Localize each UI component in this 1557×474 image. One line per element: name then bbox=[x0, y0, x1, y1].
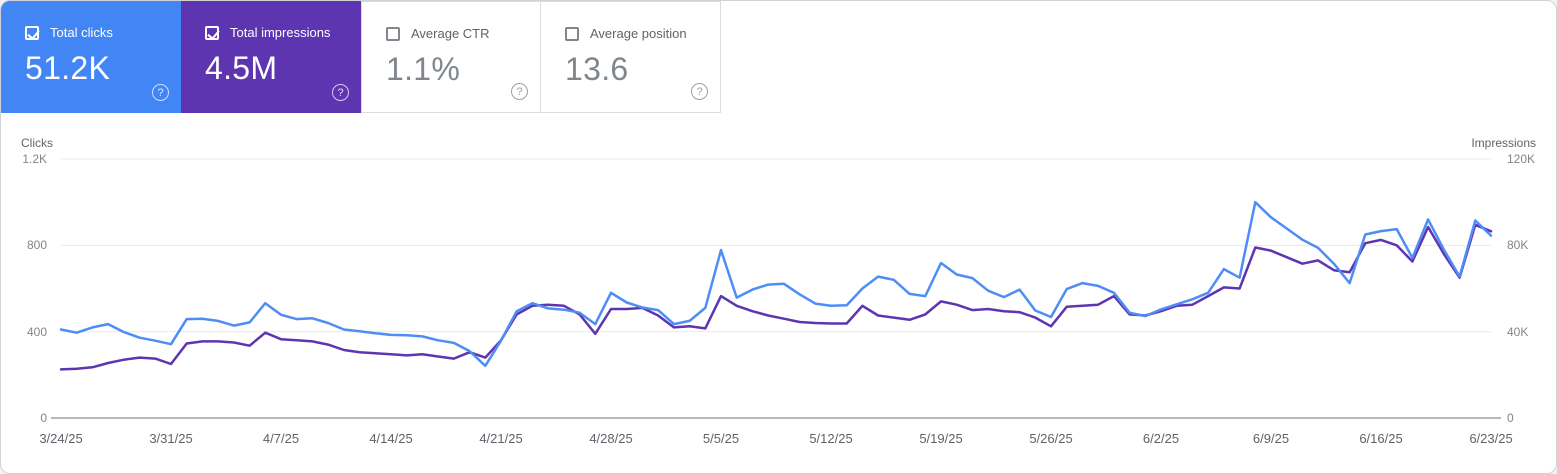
metric-value: 1.1% bbox=[386, 51, 461, 87]
x-tick-label: 6/9/25 bbox=[1252, 431, 1290, 446]
checkbox-average-ctr-icon[interactable] bbox=[386, 26, 400, 41]
metric-label: Total impressions bbox=[230, 25, 331, 40]
checkbox-average-position-icon[interactable] bbox=[565, 26, 579, 41]
right-axis-title: Impressions bbox=[1471, 136, 1536, 150]
x-tick-label: 5/26/25 bbox=[1029, 431, 1073, 446]
metric-label: Average CTR bbox=[411, 26, 490, 41]
y-tick-label-left: 0 bbox=[40, 411, 47, 425]
metric-value: 4.5M bbox=[205, 50, 278, 86]
x-tick-label: 3/31/25 bbox=[149, 431, 193, 446]
y-tick-label-right: 0 bbox=[1507, 411, 1514, 425]
x-tick-label: 5/5/25 bbox=[702, 431, 740, 446]
x-tick-label: 5/12/25 bbox=[809, 431, 853, 446]
help-icon[interactable] bbox=[691, 83, 708, 100]
help-icon[interactable] bbox=[152, 84, 169, 101]
x-tick-label: 5/19/25 bbox=[919, 431, 963, 446]
x-tick-label: 4/14/25 bbox=[369, 431, 413, 446]
checkbox-total-clicks-icon[interactable] bbox=[25, 25, 39, 40]
x-tick-label: 4/7/25 bbox=[262, 431, 300, 446]
x-tick-label: 4/28/25 bbox=[589, 431, 633, 446]
x-tick-label: 6/2/25 bbox=[1142, 431, 1180, 446]
series-line-right[interactable] bbox=[59, 223, 1493, 371]
series-line-left[interactable] bbox=[59, 200, 1493, 368]
x-tick-label: 3/24/25 bbox=[39, 431, 83, 446]
y-tick-label-right: 40K bbox=[1507, 324, 1529, 339]
x-tick-label: 6/16/25 bbox=[1359, 431, 1403, 446]
metric-label: Average position bbox=[590, 26, 687, 41]
checkbox-total-impressions-icon[interactable] bbox=[205, 25, 219, 40]
metric-value: 13.6 bbox=[565, 51, 629, 87]
metric-card-average-ctr[interactable]: Average CTR 1.1% bbox=[361, 1, 541, 113]
metric-cards-row: Total clicks 51.2K Total impressions 4.5… bbox=[1, 1, 721, 113]
help-icon[interactable] bbox=[332, 84, 349, 101]
metric-label: Total clicks bbox=[50, 25, 113, 40]
y-tick-label-left: 800 bbox=[26, 238, 47, 253]
metric-card-total-impressions[interactable]: Total impressions 4.5M bbox=[181, 1, 361, 113]
metric-card-total-clicks[interactable]: Total clicks 51.2K bbox=[1, 1, 181, 113]
y-tick-label-left: 1.2K bbox=[22, 152, 47, 166]
left-axis-title: Clicks bbox=[21, 136, 53, 150]
y-tick-label-left: 400 bbox=[26, 324, 47, 339]
metric-value: 51.2K bbox=[25, 50, 111, 86]
x-tick-label: 6/23/25 bbox=[1469, 431, 1513, 446]
help-icon[interactable] bbox=[511, 83, 528, 100]
y-tick-label-right: 80K bbox=[1507, 238, 1529, 253]
metric-card-average-position[interactable]: Average position 13.6 bbox=[541, 1, 721, 113]
y-tick-label-right: 120K bbox=[1507, 152, 1536, 166]
x-tick-label: 4/21/25 bbox=[479, 431, 523, 446]
